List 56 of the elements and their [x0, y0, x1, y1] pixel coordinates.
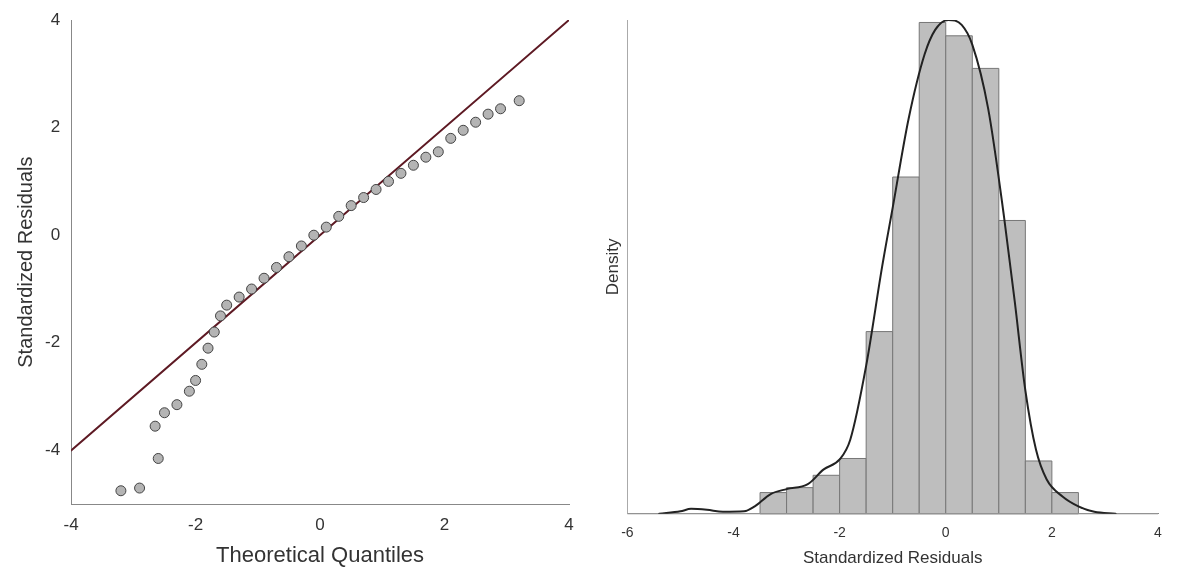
- y-axis-title: Density: [602, 238, 622, 296]
- point: [134, 482, 146, 494]
- point: [333, 210, 345, 222]
- point: [270, 261, 282, 273]
- x-tick-label: 0: [315, 515, 325, 535]
- y-tick-label: 4: [50, 9, 61, 29]
- x-tick-label: -4: [727, 524, 740, 541]
- point: [283, 251, 295, 263]
- x-tick-label: -2: [188, 515, 204, 535]
- point: [183, 385, 195, 397]
- x-tick-label: 2: [1047, 524, 1056, 541]
- point: [345, 200, 357, 212]
- point: [495, 103, 507, 115]
- y-axis-title: Standardized Residuals: [13, 156, 36, 368]
- point: [115, 485, 127, 497]
- point: [295, 240, 307, 252]
- point: [196, 358, 208, 370]
- point: [221, 299, 233, 311]
- x-axis-title: Standardized Residuals: [802, 548, 983, 568]
- point: [407, 159, 419, 171]
- x-tick-label: -6: [621, 524, 634, 541]
- point: [208, 326, 220, 338]
- point: [432, 146, 444, 158]
- point: [149, 420, 161, 432]
- point: [358, 192, 370, 204]
- point: [258, 272, 270, 284]
- y-tick-label: -2: [44, 332, 61, 352]
- point: [395, 167, 407, 179]
- point: [214, 310, 226, 322]
- x-axis-title: Theoretical Quantiles: [216, 541, 424, 567]
- point: [171, 399, 183, 411]
- point: [457, 124, 469, 136]
- point: [383, 175, 395, 187]
- point: [482, 108, 494, 120]
- y-tick-label: 0: [50, 224, 61, 244]
- y-tick-label: -4: [44, 440, 61, 460]
- x-tick-label: 4: [564, 515, 574, 535]
- point: [445, 132, 457, 144]
- point: [513, 95, 525, 107]
- x-tick-label: 2: [439, 515, 450, 535]
- x-tick-label: -2: [833, 524, 847, 541]
- point: [470, 116, 482, 128]
- point: [320, 221, 332, 233]
- point: [308, 229, 320, 241]
- point: [233, 291, 245, 303]
- point: [158, 407, 170, 419]
- x-tick-label: -4: [63, 515, 79, 535]
- x-tick-label: 0: [941, 524, 950, 541]
- point: [152, 452, 164, 464]
- x-tick-label: 4: [1154, 524, 1163, 541]
- y-tick-label: 2: [50, 117, 61, 137]
- point: [190, 374, 202, 386]
- point: [202, 342, 214, 354]
- point: [370, 183, 382, 195]
- point: [420, 151, 432, 163]
- point: [246, 283, 258, 295]
